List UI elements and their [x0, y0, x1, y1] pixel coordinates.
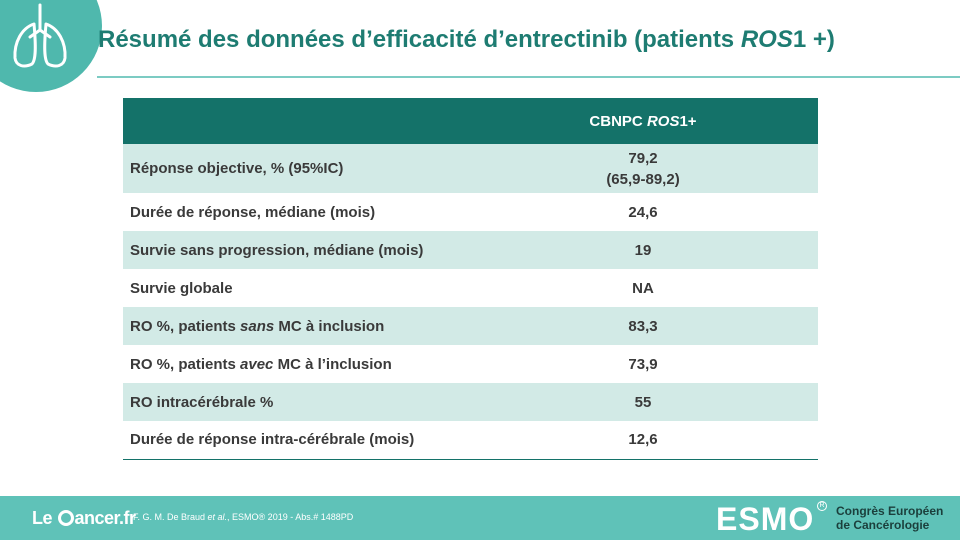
table-row: RO %, patients avec MC à l’inclusion 73,…: [123, 345, 818, 383]
row-value: 73,9: [468, 345, 818, 383]
congress-label: Congrès Européen de Cancérologie: [836, 504, 944, 532]
lecancer-logo[interactable]: Le ancer.fr: [32, 508, 136, 528]
row-label: RO %, patients sans MC à inclusion: [123, 307, 468, 345]
reference-citation: F. G. M. De Braud et al., ESMO® 2019 - A…: [133, 512, 354, 522]
row-value: 79,2 (65,9-89,2): [468, 144, 818, 193]
table-header-row: CBNPC ROS1+: [123, 98, 818, 144]
row-value: 19: [468, 231, 818, 269]
table-row: Durée de réponse intra-cérébrale (mois) …: [123, 421, 818, 460]
table-row: Durée de réponse, médiane (mois) 24,6: [123, 193, 818, 231]
row-label: Survie sans progression, médiane (mois): [123, 231, 468, 269]
row-value: 12,6: [468, 421, 818, 460]
table-row: Réponse objective, % (95%IC) 79,2 (65,9-8…: [123, 144, 818, 193]
row-label: Durée de réponse intra-cérébrale (mois): [123, 421, 468, 460]
registered-mark: R: [817, 501, 827, 511]
table-row: RO intracérébrale % 55: [123, 383, 818, 421]
slide-title: Résumé des données d’efficacité d’entrec…: [98, 26, 835, 53]
lungs-icon: [13, 3, 67, 68]
table-row: RO %, patients sans MC à inclusion 83,3: [123, 307, 818, 345]
table-row: Survie sans progression, médiane (mois) …: [123, 231, 818, 269]
pie-chart-icon: [57, 510, 74, 526]
row-label: Durée de réponse, médiane (mois): [123, 193, 468, 231]
row-label: RO intracérébrale %: [123, 383, 468, 421]
row-value: 24,6: [468, 193, 818, 231]
title-divider: [97, 76, 960, 78]
row-value: NA: [468, 269, 818, 307]
row-label: RO %, patients avec MC à l’inclusion: [123, 345, 468, 383]
row-label: Survie globale: [123, 269, 468, 307]
esmo-logo[interactable]: ESMO: [716, 501, 815, 537]
table-row: Survie globale NA: [123, 269, 818, 307]
row-value: 55: [468, 383, 818, 421]
row-label: Réponse objective, % (95%IC): [123, 144, 468, 193]
header-cell-empty: [123, 98, 468, 144]
efficacy-table: CBNPC ROS1+ Réponse objective, % (95%IC)…: [123, 98, 818, 460]
footer-bar: Le ancer.fr F. G. M. De Braud et al., ES…: [0, 496, 960, 540]
header-cell-cbnpc: CBNPC ROS1+: [468, 98, 818, 144]
row-value: 83,3: [468, 307, 818, 345]
